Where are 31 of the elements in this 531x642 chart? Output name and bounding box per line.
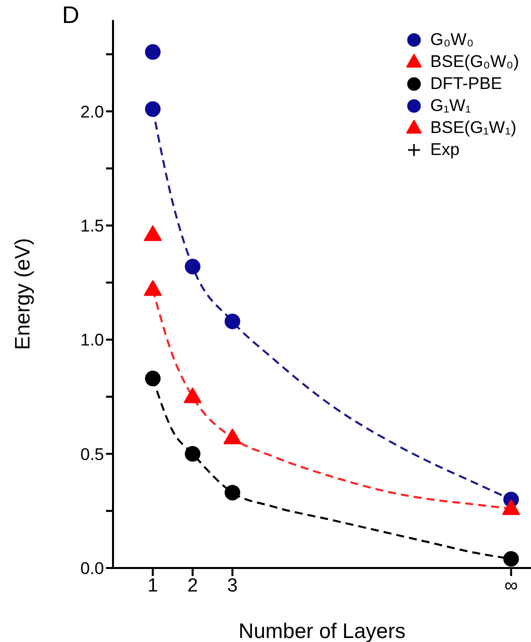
x-tick-label: 3	[227, 575, 238, 596]
point	[144, 225, 162, 242]
point	[145, 101, 161, 117]
y-tick-label: 2.0	[80, 102, 104, 122]
point	[184, 388, 202, 404]
point	[145, 370, 161, 386]
x-tick-label: 2	[187, 575, 198, 596]
point	[144, 280, 162, 296]
legend-label: DFT-PBE	[430, 74, 502, 94]
y-axis-title: Energy (eV)	[11, 238, 34, 350]
text: D	[62, 2, 80, 30]
x-tick-label: ∞	[504, 575, 518, 596]
point	[502, 499, 520, 516]
point	[503, 551, 519, 567]
point	[224, 428, 242, 444]
legend-label: G₀W₀	[430, 30, 474, 50]
y-tick-label: 1.5	[80, 216, 104, 236]
point	[184, 258, 200, 274]
legend-label: BSE(G₀W₀)	[430, 52, 519, 72]
y-tick-label: 0.0	[80, 559, 104, 578]
point	[224, 484, 240, 500]
y-tick-label: 1.0	[80, 330, 104, 350]
legend-label: Exp	[430, 140, 460, 160]
point	[184, 446, 200, 462]
point	[145, 44, 161, 60]
point	[224, 314, 240, 330]
y-tick-label: 0.5	[80, 444, 104, 464]
x-axis-title: Number of Layers	[238, 620, 406, 642]
legend-label: BSE(G₁W₁)	[430, 118, 516, 138]
legend-label: G₁W₁	[430, 96, 472, 116]
x-tick-label: 1	[148, 575, 158, 596]
